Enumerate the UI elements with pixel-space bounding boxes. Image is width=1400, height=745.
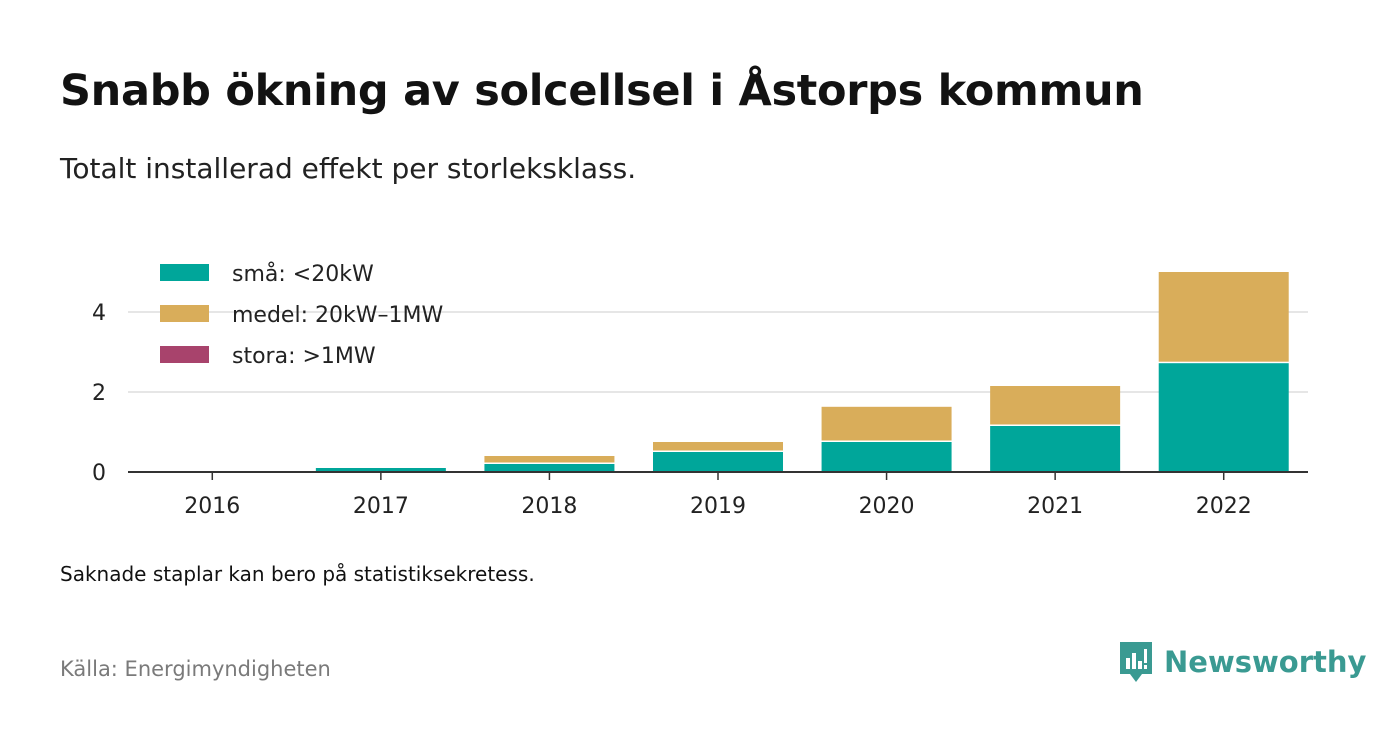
legend-label: medel: 20kW–1MW xyxy=(232,303,443,328)
bar-2022-series-1 xyxy=(1158,272,1289,362)
legend-label: små: <20kW xyxy=(232,261,374,287)
legend-swatch xyxy=(160,346,209,363)
x-tick-label: 2016 xyxy=(184,494,240,519)
x-tick-label: 2017 xyxy=(353,494,409,519)
bar-2020-series-0 xyxy=(821,442,952,472)
y-tick-label: 2 xyxy=(92,381,106,406)
bar-2018-series-1 xyxy=(484,456,615,463)
chart-subtitle: Totalt installerad effekt per storlekskl… xyxy=(60,152,637,185)
bar-2017-series-0 xyxy=(315,468,446,472)
chart-title: Snabb ökning av solcellsel i Åstorps kom… xyxy=(60,66,1144,116)
bar-2019-series-1 xyxy=(653,442,783,451)
stacked-bar-chart: 0 2 4 2016 2017 2018 2019 2020 2021 2022 små: <20… xyxy=(92,261,1308,519)
bar-2022-series-0 xyxy=(1158,363,1289,472)
bar-2021-series-0 xyxy=(990,426,1121,472)
legend-swatch xyxy=(160,305,209,322)
legend-label: stora: >1MW xyxy=(232,344,376,369)
x-tick-label: 2022 xyxy=(1196,494,1252,519)
legend: små: <20kW medel: 20kW–1MW stora: >1MW xyxy=(160,261,443,369)
bars xyxy=(147,272,1289,472)
bar-2018-series-0 xyxy=(484,464,615,472)
x-tick-label: 2019 xyxy=(690,494,746,519)
newsworthy-logo: Newsworthy xyxy=(1118,640,1366,684)
newsworthy-logo-icon xyxy=(1120,642,1152,682)
footnote: Saknade staplar kan bero på statistiksek… xyxy=(60,562,535,586)
brand-name: Newsworthy xyxy=(1164,645,1367,679)
x-tick-label: 2021 xyxy=(1027,494,1083,519)
axes: 0 2 4 2016 2017 2018 2019 2020 2021 2022 xyxy=(92,301,1308,519)
y-tick-label: 4 xyxy=(92,301,106,326)
bar-2020-series-1 xyxy=(821,406,952,441)
bar-2019-series-0 xyxy=(653,452,783,472)
x-tick-label: 2018 xyxy=(521,494,577,519)
bar-2021-series-1 xyxy=(990,386,1121,425)
y-tick-label: 0 xyxy=(92,461,106,486)
legend-swatch xyxy=(160,264,209,281)
source-text: Källa: Energimyndigheten xyxy=(60,657,331,681)
x-tick-label: 2020 xyxy=(859,494,915,519)
